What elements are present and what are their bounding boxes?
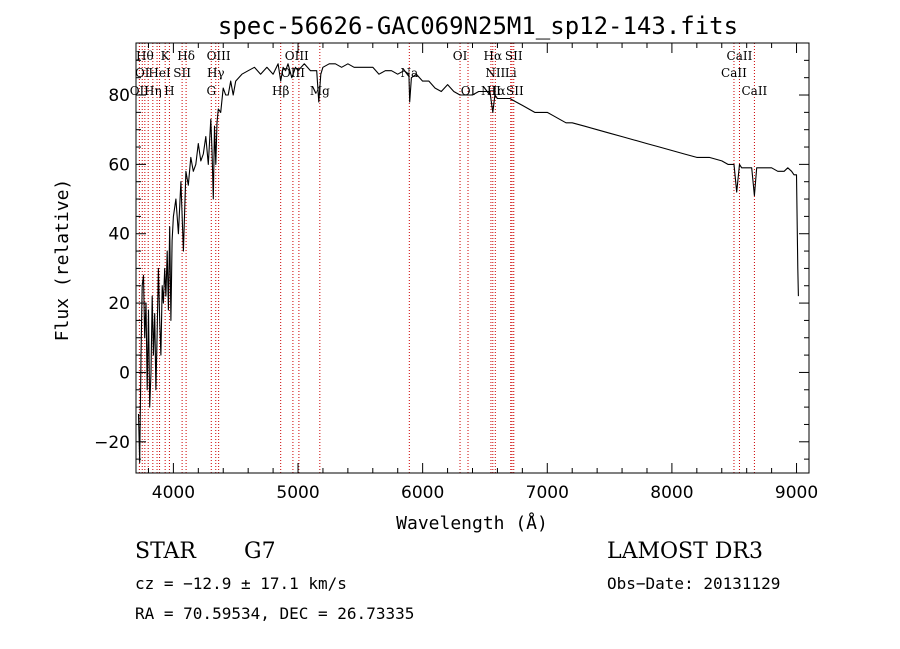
line-label-r1-7: Li bbox=[505, 66, 517, 80]
y-tick-label: 60 bbox=[108, 155, 130, 175]
x-tick-label: 9000 bbox=[775, 483, 818, 503]
axis-ticks: 4000 5000 6000 7000 8000 9000 −20 0 20 40 60 80 bbox=[94, 42, 818, 503]
spectrum-line bbox=[137, 63, 799, 464]
plot-frame bbox=[135, 42, 810, 474]
y-tick-label: 80 bbox=[108, 86, 130, 106]
x-tick-label: 5000 bbox=[276, 483, 319, 503]
spectral-subclass: G7 bbox=[244, 539, 276, 564]
line-label-r2-3: G bbox=[206, 84, 216, 98]
ra-dec-coordinates: RA = 70.59534, DEC = 26.73335 bbox=[135, 604, 414, 623]
line-label-r0-4: OIII bbox=[285, 49, 309, 63]
line-label-r1-2: SII bbox=[173, 66, 191, 80]
line-label-r2-2: H bbox=[164, 84, 174, 98]
line-label-r0-2: Hδ bbox=[177, 49, 195, 63]
y-axis-label: Flux (relative) bbox=[52, 179, 73, 342]
line-markers bbox=[138, 43, 755, 473]
line-label-r2-8: Hα bbox=[487, 84, 506, 98]
line-label-r2-4: Hβ bbox=[272, 84, 289, 98]
y-tick-label: 40 bbox=[108, 225, 130, 245]
line-label-r2-1: Hη bbox=[144, 84, 162, 98]
line-label-r0-8: CaII bbox=[727, 49, 753, 63]
line-label-r0-6: Hα bbox=[484, 49, 503, 63]
line-label-r0-0: Hθ bbox=[136, 49, 154, 63]
line-label-r0-1: K bbox=[161, 49, 171, 63]
redshift-cz: cz = −12.9 ± 17.1 km/s bbox=[135, 574, 347, 593]
line-label-r2-10: CaII bbox=[741, 84, 767, 98]
line-label-r1-6: NII bbox=[485, 66, 505, 80]
line-label-r1-0: OI bbox=[135, 66, 150, 80]
x-axis-label: Wavelength (Å) bbox=[396, 512, 548, 534]
y-tick-label: 20 bbox=[108, 294, 130, 314]
x-tick-label: 7000 bbox=[526, 483, 569, 503]
line-label-r1-3: Hγ bbox=[207, 66, 225, 80]
x-tick-label: 8000 bbox=[650, 483, 693, 503]
observation-date: Obs−Date: 20131129 bbox=[607, 574, 780, 593]
line-label-r2-0: OII bbox=[130, 84, 150, 98]
line-label-r2-6: OI bbox=[461, 84, 476, 98]
x-tick-label: 6000 bbox=[401, 483, 444, 503]
line-label-r2-7: NII bbox=[481, 84, 501, 98]
line-label-r0-3: OIII bbox=[207, 49, 231, 63]
chart-title: spec-56626-GAC069N25M1_sp12-143.fits bbox=[218, 12, 738, 40]
object-class: STAR bbox=[135, 539, 197, 564]
y-tick-label: −20 bbox=[94, 433, 130, 453]
line-label-r0-5: OI bbox=[453, 49, 468, 63]
line-label-r2-9: SII bbox=[506, 84, 524, 98]
line-label-r1-8: CaII bbox=[721, 66, 747, 80]
survey-name: LAMOST DR3 bbox=[607, 539, 763, 564]
line-label-r0-7: SII bbox=[505, 49, 523, 63]
line-label-r1-1: HeI bbox=[148, 66, 171, 80]
x-tick-label: 4000 bbox=[152, 483, 195, 503]
y-tick-label: 0 bbox=[119, 363, 130, 383]
series-group bbox=[137, 63, 799, 464]
